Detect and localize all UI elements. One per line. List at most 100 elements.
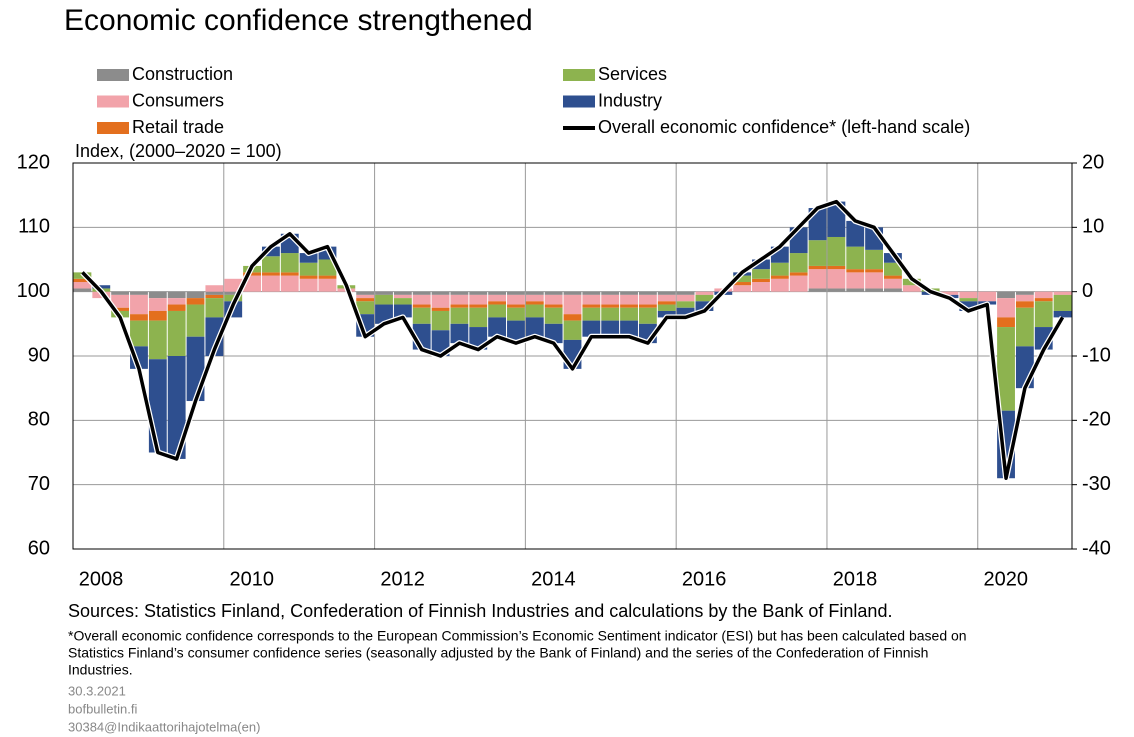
bar-segment	[601, 320, 620, 337]
bar-segment	[205, 298, 224, 318]
y-tick-label: 100	[17, 280, 50, 302]
x-tick-label: 2010	[230, 568, 275, 590]
bars	[73, 201, 1072, 479]
y2-tick-label: -20	[1082, 409, 1111, 431]
line	[81, 199, 1065, 480]
bar-segment	[1053, 291, 1072, 295]
bar-segment	[770, 275, 789, 279]
bar-segment	[205, 291, 224, 295]
bar-segment	[167, 356, 186, 459]
y2-tick-label: -10	[1082, 344, 1111, 366]
bar-segment	[865, 269, 884, 273]
bar-segment	[997, 317, 1015, 328]
bar-segment	[356, 291, 375, 295]
bar-segment	[318, 278, 337, 292]
bar-segment	[959, 291, 978, 299]
bar-segment	[73, 278, 92, 283]
bar-segment	[884, 278, 902, 289]
bar-segment	[752, 282, 770, 292]
bar-segment	[601, 307, 620, 321]
bar-segment	[1015, 301, 1034, 308]
bar-segment	[148, 320, 167, 360]
bar-segment	[412, 307, 431, 324]
bar-segment	[620, 291, 638, 295]
bar-segment	[959, 301, 978, 311]
bar-segment	[507, 320, 525, 344]
bar-segment	[1015, 291, 1034, 295]
y-tick-label: 110	[18, 216, 50, 238]
legend-label: Consumers	[132, 90, 224, 110]
bar-segment	[827, 265, 846, 270]
bar-segment	[676, 291, 695, 295]
bar-segment	[507, 304, 525, 308]
bar-segment	[73, 282, 92, 289]
bar-segment	[167, 310, 186, 356]
y2-tick-label: -30	[1082, 473, 1111, 495]
bar-segment	[186, 298, 205, 305]
bar-segment	[431, 294, 450, 308]
bar-segment	[375, 304, 393, 324]
bar-segment	[638, 307, 657, 324]
source: Sources: Statistics Finland, Confederati…	[68, 601, 892, 621]
bar-segment	[375, 294, 393, 305]
bar-segment	[412, 294, 431, 305]
bar-segment	[148, 291, 167, 299]
bar-segment	[695, 294, 714, 302]
bar-segment	[808, 288, 827, 292]
bar-segment	[243, 272, 261, 276]
bar-segment	[808, 265, 827, 270]
bar-segment	[431, 307, 450, 311]
y2-tick-label: 20	[1082, 151, 1104, 173]
bar-segment	[620, 320, 638, 337]
bar-segment	[469, 307, 488, 328]
bar-segment	[393, 291, 412, 295]
bar-segment	[356, 294, 375, 299]
bar-segment	[111, 307, 130, 311]
bar-segment	[261, 246, 280, 257]
y-tick-label: 120	[17, 151, 50, 173]
bar-segment	[789, 253, 808, 273]
bar-segment	[978, 291, 997, 302]
bar-segment	[544, 307, 563, 324]
bar-segment	[865, 249, 884, 270]
legend-label: Retail trade	[132, 117, 224, 137]
bar-segment	[884, 275, 902, 279]
bar-segment	[469, 291, 488, 295]
bar-segment	[73, 288, 92, 292]
bar-segment	[488, 304, 507, 318]
bar-segment	[997, 298, 1015, 318]
bar-segment	[827, 236, 846, 266]
bar-segment	[865, 272, 884, 289]
bar-segment	[770, 278, 789, 292]
bar-segment	[450, 291, 469, 295]
chart-title: Economic confidence strengthened	[64, 4, 533, 37]
bar-segment	[733, 285, 752, 292]
legend-swatch	[97, 95, 129, 108]
x-tick-label: 2008	[79, 568, 124, 590]
y-tick-label: 80	[28, 409, 50, 431]
bar-segment	[959, 298, 978, 302]
bar-segment	[450, 294, 469, 305]
bar-segment	[356, 298, 375, 302]
bar-segment	[205, 294, 224, 299]
bar-segment	[789, 272, 808, 276]
bar-segment	[393, 304, 412, 318]
bar-segment	[507, 291, 525, 295]
bar-segment	[1015, 294, 1034, 302]
meta: bofbulletin.fi	[68, 701, 137, 716]
bar-segment	[488, 294, 507, 302]
bar-segment	[846, 272, 865, 289]
bar-segment	[450, 323, 469, 344]
bar-segment	[167, 304, 186, 311]
bar-segment	[846, 269, 865, 273]
bar-segment	[827, 288, 846, 292]
bar-segment	[544, 304, 563, 308]
bar-segment	[657, 291, 676, 295]
bar-segment	[507, 294, 525, 305]
bar-segment	[375, 291, 393, 295]
bar-segment	[997, 327, 1015, 411]
bar-segment	[544, 323, 563, 344]
bar-segment	[884, 262, 902, 276]
bar-segment	[469, 304, 488, 308]
y2-tick-label: -40	[1082, 537, 1111, 559]
